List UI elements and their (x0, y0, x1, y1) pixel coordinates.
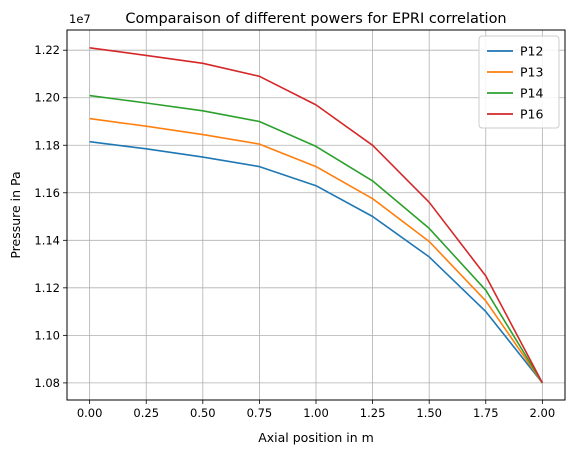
legend: P12 P13 P14 P16 (478, 35, 560, 129)
series-line-p14 (89, 94, 544, 384)
chart-title: Comparaison of different powers for EPRI… (125, 11, 506, 27)
legend-label-p14: P14 (520, 86, 543, 101)
y-axis-offset-label: 1e7 (69, 12, 91, 26)
y-tick-label: 1.20 (34, 91, 60, 105)
x-tick-label: 0.00 (77, 406, 103, 420)
legend-label-p16: P16 (520, 107, 543, 122)
y-axis: 1.08 1.10 1.12 1.14 1.16 1.18 1.20 1.22 (34, 43, 67, 390)
grid (67, 30, 565, 400)
y-tick-label: 1.12 (34, 281, 60, 295)
y-tick-label: 1.08 (34, 376, 60, 390)
x-tick-label: 1.00 (303, 406, 329, 420)
x-tick-label: 0.25 (133, 406, 159, 420)
y-tick-label: 1.14 (34, 233, 60, 247)
y-tick-label: 1.10 (34, 328, 60, 342)
x-tick-label: 0.75 (247, 406, 273, 420)
x-tick-label: 0.50 (190, 406, 216, 420)
legend-label-p12: P12 (520, 44, 543, 59)
legend-box (478, 35, 560, 129)
x-tick-label: 1.50 (416, 406, 442, 420)
x-tick-label: 1.75 (473, 406, 499, 420)
x-tick-label: 1.25 (360, 406, 386, 420)
series-lines (89, 47, 544, 384)
legend-label-p13: P13 (520, 65, 543, 80)
x-tick-label: 2.00 (530, 406, 556, 420)
series-line-p13 (89, 117, 544, 384)
series-line-p16 (89, 47, 544, 384)
series-line-p12 (89, 140, 544, 384)
y-tick-label: 1.18 (34, 138, 60, 152)
y-tick-label: 1.22 (34, 43, 60, 57)
y-tick-label: 1.16 (34, 186, 60, 200)
y-axis-label: Pressure in Pa (8, 171, 23, 258)
x-axis-label: Axial position in m (258, 430, 374, 445)
x-axis: 0.00 0.25 0.50 0.75 1.00 1.25 1.50 1.75 2.00 (77, 400, 555, 420)
